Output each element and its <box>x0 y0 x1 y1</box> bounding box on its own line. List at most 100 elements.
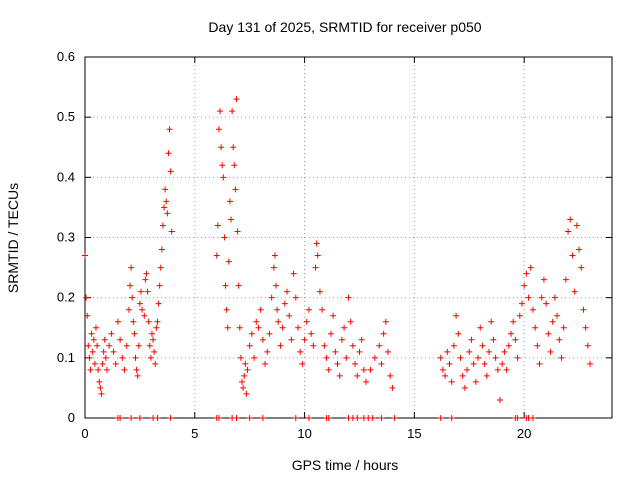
data-point <box>567 216 574 223</box>
data-point <box>214 222 221 229</box>
data-point <box>475 354 482 361</box>
data-point <box>354 372 361 379</box>
data-point <box>510 318 517 325</box>
data-point <box>153 324 160 331</box>
data-point <box>336 372 343 379</box>
data-point <box>84 312 91 319</box>
data-point <box>389 384 396 391</box>
data-point <box>545 330 552 337</box>
data-point <box>576 246 583 253</box>
data-point <box>142 276 149 283</box>
y-tick-label: 0.1 <box>57 350 75 365</box>
data-point <box>154 415 161 421</box>
data-point <box>536 360 543 367</box>
data-points <box>82 96 594 421</box>
data-point <box>347 318 354 325</box>
data-point <box>516 312 523 319</box>
data-point <box>376 342 383 349</box>
data-point <box>108 330 115 337</box>
data-point <box>150 336 157 343</box>
data-point <box>128 415 135 421</box>
data-point <box>86 354 93 361</box>
data-point <box>96 378 103 385</box>
data-point <box>125 306 132 313</box>
data-point <box>136 300 143 307</box>
x-tick-label: 10 <box>297 426 311 441</box>
data-point <box>312 264 319 271</box>
data-point <box>380 330 387 337</box>
data-point <box>459 372 466 379</box>
data-point <box>242 360 249 367</box>
data-point <box>279 324 286 331</box>
data-point <box>145 318 152 325</box>
data-point <box>82 252 88 259</box>
data-point <box>234 228 241 235</box>
data-point <box>448 378 455 385</box>
data-point <box>136 415 143 421</box>
data-point <box>290 270 297 277</box>
data-point <box>518 300 525 307</box>
data-point <box>378 360 385 367</box>
y-tick-label: 0 <box>68 410 75 425</box>
data-point <box>450 342 457 349</box>
data-point <box>224 324 231 331</box>
data-point <box>221 234 228 241</box>
data-point <box>166 126 173 133</box>
data-point <box>382 318 389 325</box>
axis-ticks: 0 0.1 0.2 0.3 0.4 0.5 0.6 0 5 10 15 20 <box>57 49 612 441</box>
y-axis-label: SRMTID / TECUs <box>5 183 21 293</box>
grid <box>85 57 612 418</box>
data-point <box>338 336 345 343</box>
data-point <box>281 300 288 307</box>
data-point <box>503 366 510 373</box>
data-point <box>151 348 158 355</box>
data-point <box>387 372 394 379</box>
data-point <box>143 270 150 277</box>
data-point <box>259 415 266 421</box>
y-tick-label: 0.3 <box>57 230 75 245</box>
data-point <box>560 324 567 331</box>
data-point <box>95 366 102 373</box>
data-point <box>549 318 556 325</box>
data-point <box>94 342 101 349</box>
data-point <box>532 324 539 331</box>
data-point <box>512 336 519 343</box>
data-point <box>229 108 236 115</box>
data-point <box>556 336 563 343</box>
y-tick-label: 0.5 <box>57 109 75 124</box>
data-point <box>130 318 137 325</box>
data-point <box>494 366 501 373</box>
data-point <box>580 306 587 313</box>
data-point <box>483 372 490 379</box>
data-point <box>100 348 107 355</box>
data-point <box>248 330 255 337</box>
data-point <box>226 198 233 205</box>
data-point <box>236 324 243 331</box>
data-point <box>345 294 352 301</box>
data-point <box>358 336 365 343</box>
data-point <box>266 330 273 337</box>
data-point <box>314 252 321 259</box>
data-point <box>303 318 310 325</box>
data-point <box>464 366 471 373</box>
data-point <box>371 354 378 361</box>
data-point <box>554 312 561 319</box>
data-point <box>217 108 224 115</box>
data-point <box>292 415 299 421</box>
data-point <box>527 264 534 271</box>
data-point <box>127 282 134 289</box>
data-point <box>133 366 140 373</box>
data-point <box>152 360 159 367</box>
data-point <box>106 342 113 349</box>
data-point <box>529 306 536 313</box>
data-point <box>87 366 94 373</box>
data-point <box>134 372 141 379</box>
data-point <box>558 354 565 361</box>
data-point <box>157 264 164 271</box>
data-point <box>437 415 444 421</box>
data-point <box>486 348 493 355</box>
data-point <box>457 354 464 361</box>
data-point <box>461 384 468 391</box>
data-point <box>305 415 312 421</box>
data-point <box>103 366 110 373</box>
